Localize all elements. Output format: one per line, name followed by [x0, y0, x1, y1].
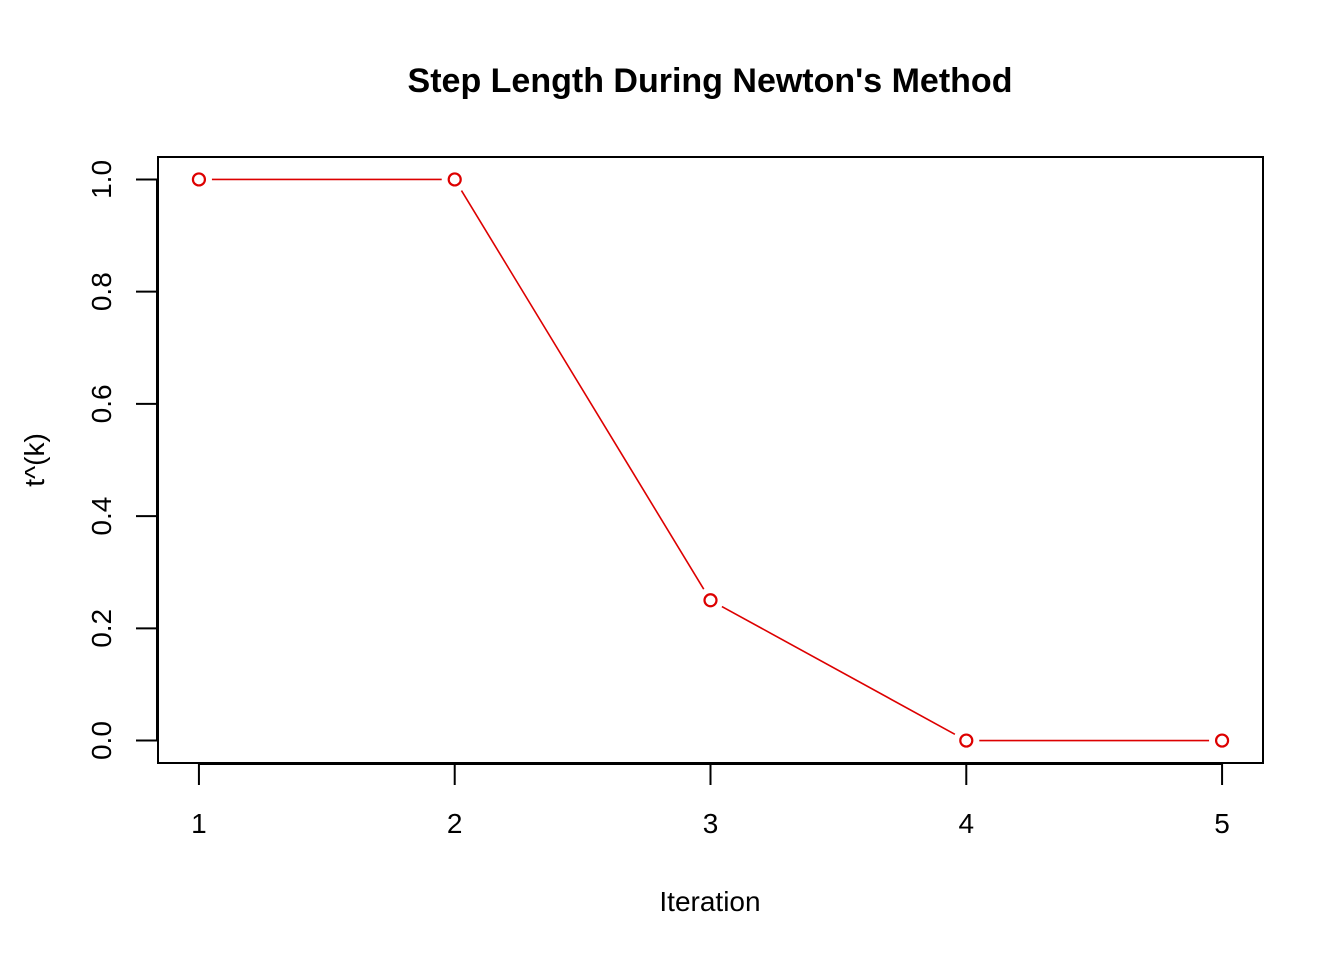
x-tick-label: 2	[447, 808, 463, 839]
chart-title: Step Length During Newton's Method	[408, 62, 1013, 100]
series-0-segment-3	[721, 605, 956, 736]
y-tick-label: 1.0	[86, 160, 117, 199]
series-0-point-5	[1214, 733, 1230, 748]
y-tick-label: 0.8	[86, 272, 117, 311]
series-0-point-3	[703, 593, 718, 608]
x-axis-label: Iteration	[659, 886, 760, 917]
y-tick-label: 0.4	[86, 497, 117, 536]
x-tick-label: 1	[191, 808, 207, 839]
series-lines	[211, 178, 1210, 742]
y-tick-label: 0.0	[86, 721, 117, 760]
y-axis: 0.0 0.2 0.4 0.6 0.8 1.0	[86, 160, 158, 760]
series-0-point-4	[959, 733, 974, 748]
series-0-segment-2	[460, 190, 705, 590]
x-axis: 1 2 3 4 5	[191, 763, 1230, 839]
series-0-point-1	[191, 172, 207, 187]
series-points	[191, 172, 1230, 748]
y-tick-label: 0.2	[86, 609, 117, 648]
y-tick-label: 0.6	[86, 384, 117, 423]
series-0-point-2	[447, 172, 462, 187]
y-axis-label: t^(k)	[19, 433, 50, 487]
x-tick-label: 5	[1214, 808, 1230, 839]
x-tick-label: 4	[958, 808, 974, 839]
x-tick-label: 3	[703, 808, 719, 839]
